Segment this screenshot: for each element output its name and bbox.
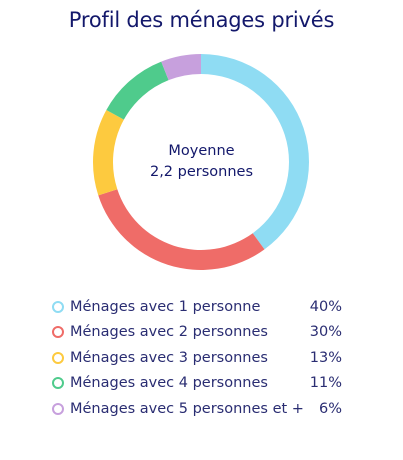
legend-item-2-personnes: Ménages avec 2 personnes 30% — [52, 320, 348, 346]
chart-title: Profil des ménages privés — [68, 8, 335, 32]
legend-value-2-personnes: 30% — [309, 324, 342, 341]
chart-legend: Ménages avec 1 personne 40% Ménages avec… — [52, 294, 348, 422]
donut-slice-2-personnes — [98, 189, 265, 271]
donut-center-label: Moyenne 2,2 personnes — [0, 141, 403, 183]
donut-slice-1-personne — [201, 54, 309, 250]
legend-label-2-personnes: Ménages avec 2 personnes — [70, 324, 268, 341]
legend-label-1-personne: Ménages avec 1 personne — [70, 298, 261, 315]
legend-item-3-personnes: Ménages avec 3 personnes 13% — [52, 345, 348, 371]
legend-label-5-personnes-et-plus: Ménages avec 5 personnes et + — [70, 400, 304, 417]
legend-item-4-personnes: Ménages avec 4 personnes 11% — [52, 371, 348, 397]
donut-slice-5-personnes-et-plus — [161, 54, 201, 81]
legend-marker-5-personnes-et-plus — [52, 402, 64, 415]
center-line-1: Moyenne — [168, 143, 235, 159]
legend-value-5-personnes-et-plus: 6% — [318, 400, 342, 417]
legend-item-5-personnes-et-plus: Ménages avec 5 personnes et + 6% — [52, 396, 348, 422]
donut-slice-4-personnes — [106, 61, 169, 120]
legend-marker-4-personnes — [52, 377, 64, 390]
legend-label-4-personnes: Ménages avec 4 personnes — [70, 375, 268, 392]
donut-chart — [93, 54, 309, 271]
donut-slice-3-personnes — [93, 109, 124, 196]
legend-value-1-personne: 40% — [309, 298, 342, 315]
legend-marker-2-personnes — [52, 326, 64, 339]
center-line-2: 2,2 personnes — [149, 164, 254, 180]
legend-value-3-personnes: 13% — [309, 349, 342, 366]
donut-svg — [93, 54, 309, 271]
legend-marker-3-personnes — [52, 351, 64, 364]
legend-item-1-personne: Ménages avec 1 personne 40% — [52, 294, 348, 320]
legend-marker-1-personne — [52, 300, 64, 313]
legend-label-3-personnes: Ménages avec 3 personnes — [70, 349, 268, 366]
legend-value-4-personnes: 11% — [309, 375, 342, 392]
